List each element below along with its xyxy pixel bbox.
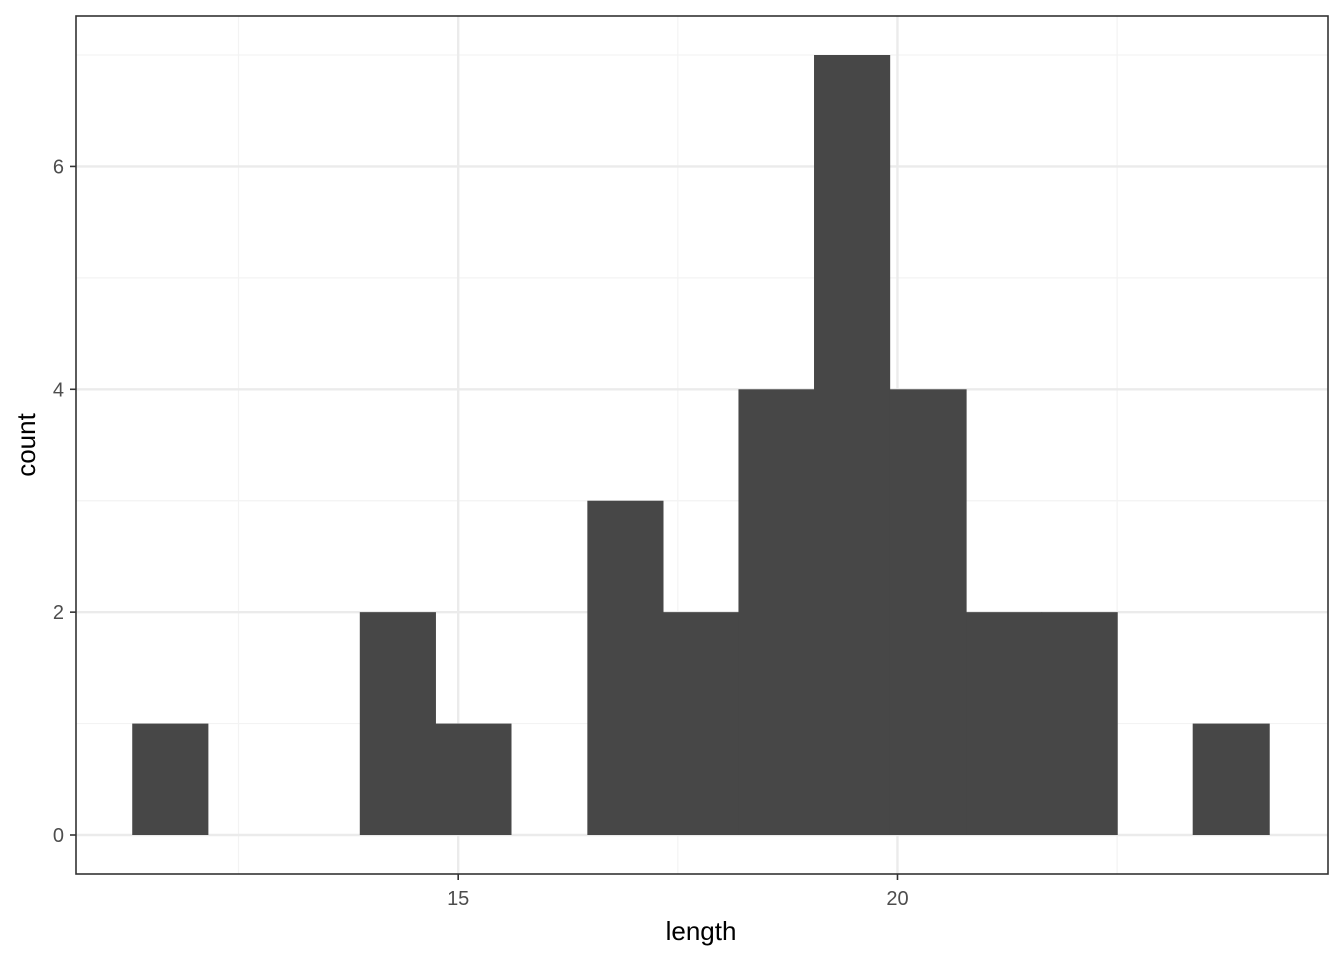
histogram-bar (359, 612, 436, 835)
x-tick-label: 20 (886, 888, 908, 910)
y-tick-label: 4 (53, 379, 64, 401)
histogram-bar (814, 55, 891, 835)
histogram-bar (587, 500, 664, 835)
histogram-bar (1041, 612, 1118, 835)
histogram-bar (662, 612, 740, 835)
y-tick-label: 2 (53, 602, 64, 624)
histogram-bar (435, 723, 512, 835)
histogram-bar (738, 389, 815, 835)
y-tick-label: 0 (53, 825, 64, 847)
x-axis-title: length (666, 916, 737, 946)
y-axis-title: count (11, 412, 41, 476)
histogram-bar (132, 723, 209, 835)
y-tick-label: 6 (53, 156, 64, 178)
histogram-bar (889, 389, 967, 835)
x-axis-ticks: 15 20 (447, 874, 909, 910)
histogram-bar (966, 612, 1043, 835)
panel-border (75, 15, 1329, 875)
histogram-bar (1192, 723, 1270, 835)
x-tick-label: 15 (447, 888, 469, 910)
y-axis-ticks: 0 2 4 6 (53, 156, 76, 847)
histogram-bars (132, 55, 1270, 835)
